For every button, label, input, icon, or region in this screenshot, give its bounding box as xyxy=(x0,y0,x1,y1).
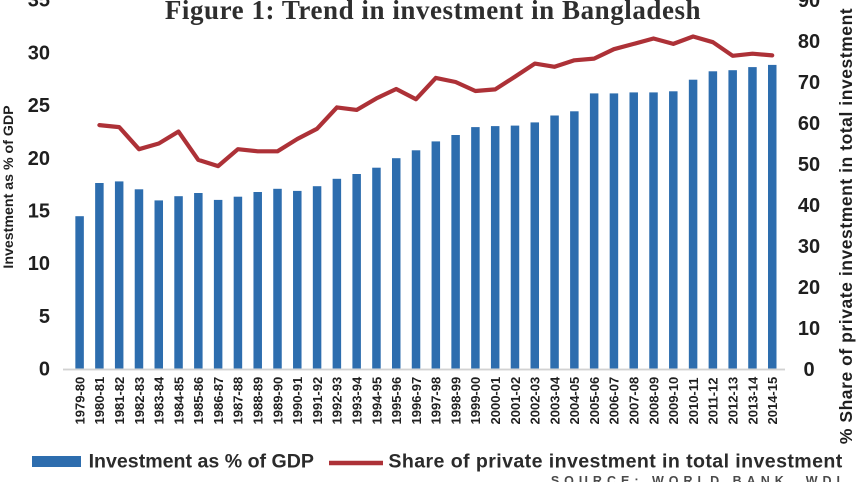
svg-text:35: 35 xyxy=(28,0,50,12)
svg-text:1997-98: 1997-98 xyxy=(429,377,444,425)
svg-text:Share of private investment in: Share of private investment in total inv… xyxy=(388,451,842,473)
svg-text:1999-00: 1999-00 xyxy=(468,377,483,425)
svg-text:1991-92: 1991-92 xyxy=(310,377,325,425)
svg-text:1985-86: 1985-86 xyxy=(191,377,206,425)
svg-text:2013-14: 2013-14 xyxy=(745,376,760,424)
svg-text:1986-87: 1986-87 xyxy=(211,377,226,425)
svg-text:60: 60 xyxy=(798,113,820,135)
svg-text:2006-07: 2006-07 xyxy=(607,377,622,425)
svg-text:Investment as % of GDP: Investment as % of GDP xyxy=(1,105,17,268)
svg-text:30: 30 xyxy=(28,42,50,64)
svg-text:40: 40 xyxy=(798,195,820,217)
svg-text:% Share of private investment: % Share of private investment in total i… xyxy=(836,8,856,444)
svg-text:2008-09: 2008-09 xyxy=(646,377,661,425)
svg-text:SOURCE: WORLD BANK, WDI: SOURCE: WORLD BANK, WDI xyxy=(551,474,845,482)
svg-text:2012-13: 2012-13 xyxy=(725,377,740,425)
svg-text:1988-89: 1988-89 xyxy=(251,377,266,425)
svg-text:2003-04: 2003-04 xyxy=(547,376,562,424)
svg-text:1980-81: 1980-81 xyxy=(92,377,107,425)
svg-text:5: 5 xyxy=(39,306,50,328)
svg-text:70: 70 xyxy=(798,72,820,94)
svg-text:20: 20 xyxy=(798,277,820,299)
svg-text:1990-91: 1990-91 xyxy=(290,377,305,425)
svg-text:1987-88: 1987-88 xyxy=(231,377,246,425)
svg-text:20: 20 xyxy=(28,148,50,170)
svg-text:1995-96: 1995-96 xyxy=(389,377,404,425)
svg-text:50: 50 xyxy=(798,154,820,176)
svg-text:0: 0 xyxy=(803,359,814,381)
svg-text:2011-12: 2011-12 xyxy=(706,378,721,425)
svg-text:2004-05: 2004-05 xyxy=(567,377,582,425)
svg-text:1989-90: 1989-90 xyxy=(270,377,285,425)
svg-text:2002-03: 2002-03 xyxy=(528,377,543,425)
svg-text:Investment as % of GDP: Investment as % of GDP xyxy=(89,451,314,473)
svg-text:0: 0 xyxy=(39,359,50,381)
svg-text:2005-06: 2005-06 xyxy=(587,377,602,425)
svg-text:2010-11: 2010-11 xyxy=(686,378,701,425)
svg-text:2001-02: 2001-02 xyxy=(508,377,523,425)
svg-text:1983-84: 1983-84 xyxy=(152,376,167,424)
svg-text:1981-82: 1981-82 xyxy=(112,377,127,425)
svg-text:10: 10 xyxy=(798,318,820,340)
svg-text:30: 30 xyxy=(798,236,820,258)
svg-text:2000-01: 2000-01 xyxy=(488,377,503,425)
svg-text:1994-95: 1994-95 xyxy=(369,377,384,425)
svg-text:1992-93: 1992-93 xyxy=(330,377,345,425)
svg-text:2009-10: 2009-10 xyxy=(666,377,681,425)
svg-text:1993-94: 1993-94 xyxy=(349,376,364,424)
svg-text:80: 80 xyxy=(798,31,820,53)
svg-text:2014-15: 2014-15 xyxy=(765,377,780,425)
svg-text:1998-99: 1998-99 xyxy=(448,377,463,425)
svg-text:15: 15 xyxy=(28,201,50,223)
svg-text:2007-08: 2007-08 xyxy=(627,377,642,425)
svg-text:Figure 1: Trend in investment: Figure 1: Trend in investment in Banglad… xyxy=(165,0,701,25)
svg-text:1996-97: 1996-97 xyxy=(409,377,424,425)
svg-text:1982-83: 1982-83 xyxy=(132,377,147,425)
svg-text:25: 25 xyxy=(28,95,50,117)
svg-text:1984-85: 1984-85 xyxy=(171,377,186,425)
svg-text:10: 10 xyxy=(28,253,50,275)
svg-text:90: 90 xyxy=(798,0,820,12)
svg-text:1979-80: 1979-80 xyxy=(72,377,87,425)
